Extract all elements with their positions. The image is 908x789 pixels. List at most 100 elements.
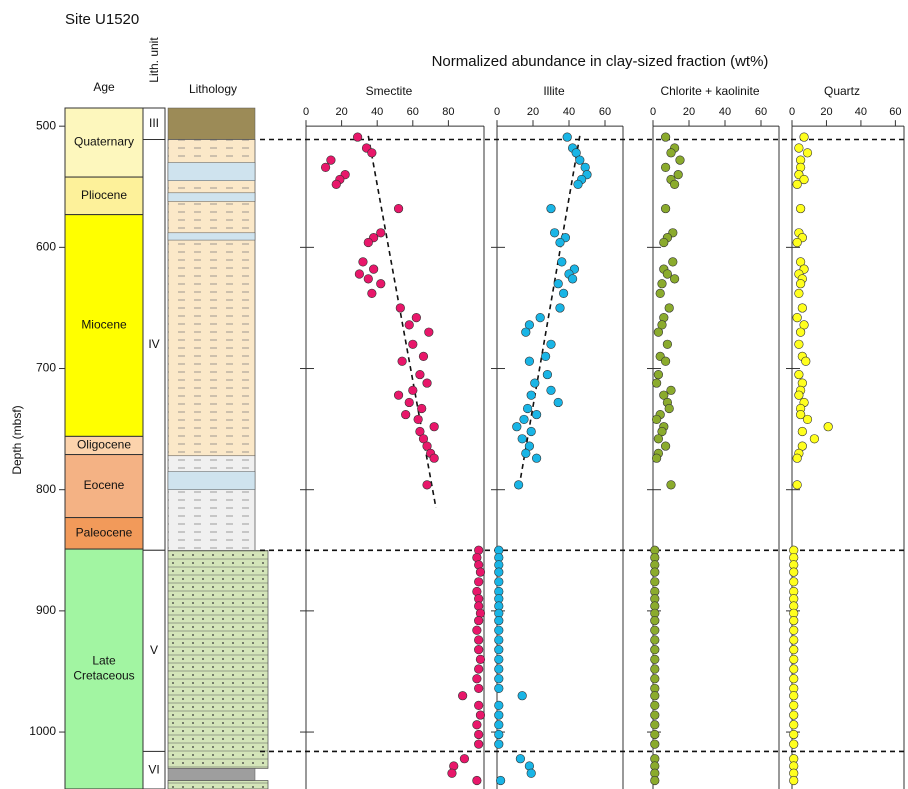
data-point <box>792 453 802 463</box>
data-point <box>408 339 418 349</box>
data-point <box>673 170 683 180</box>
data-point <box>794 288 804 298</box>
age-label: Miocene <box>81 318 127 332</box>
data-point <box>655 288 665 298</box>
data-point <box>796 327 806 337</box>
data-point <box>650 567 660 577</box>
data-point <box>789 577 799 587</box>
x-tick-label: 40 <box>371 106 383 118</box>
data-point <box>521 448 531 458</box>
data-point <box>418 351 429 362</box>
data-point <box>650 739 660 749</box>
data-point <box>512 422 522 432</box>
data-point <box>524 441 535 451</box>
x-tick-label: 0 <box>789 106 795 118</box>
data-point <box>515 754 526 764</box>
data-point <box>447 768 457 778</box>
x-tick-label: 60 <box>889 106 901 118</box>
data-point <box>789 645 799 655</box>
x-tick-label: 60 <box>599 106 611 118</box>
y-tick-label: 1000 <box>29 724 56 738</box>
data-point <box>675 155 685 165</box>
data-point <box>517 691 527 701</box>
x-tick-label: 40 <box>719 106 731 118</box>
data-point <box>353 132 363 142</box>
data-point <box>571 148 581 158</box>
data-point <box>664 303 674 313</box>
data-point <box>789 729 799 740</box>
data-point <box>401 409 411 420</box>
chart-title: Normalized abundance in clay-sized fract… <box>432 53 769 70</box>
data-point <box>650 691 660 701</box>
data-point <box>650 577 660 587</box>
data-point <box>474 700 484 710</box>
data-point <box>802 414 813 425</box>
data-point <box>657 279 667 289</box>
data-point <box>526 390 536 400</box>
data-point <box>524 356 535 366</box>
trend-line <box>367 135 437 509</box>
data-point <box>555 303 565 313</box>
age-label: Eocene <box>84 478 125 492</box>
data-point <box>395 303 405 313</box>
data-point <box>799 132 809 142</box>
data-point <box>662 269 673 279</box>
data-point <box>650 615 660 626</box>
data-point <box>555 237 565 248</box>
data-point <box>567 274 578 284</box>
x-tick-label: 20 <box>527 106 539 118</box>
data-point <box>802 148 813 158</box>
lithology-pattern <box>167 780 269 789</box>
data-point <box>823 422 833 432</box>
data-point <box>660 356 671 366</box>
y-tick-label: 700 <box>36 361 56 375</box>
data-point <box>660 203 671 214</box>
data-point <box>354 269 365 279</box>
lithology-band <box>167 192 256 202</box>
data-point <box>650 720 660 730</box>
data-point <box>789 615 799 626</box>
data-point <box>411 313 421 323</box>
data-point <box>562 132 572 142</box>
data-point <box>376 279 386 289</box>
data-point <box>650 710 660 720</box>
lith-unit-label: V <box>150 643 158 657</box>
site-title: Site U1520 <box>65 11 139 28</box>
data-point <box>809 434 820 444</box>
data-point <box>531 409 542 420</box>
data-point <box>653 369 664 380</box>
data-point <box>535 313 545 323</box>
lith-unit-header: Lith. unit <box>147 37 161 83</box>
data-point <box>376 228 386 238</box>
data-point <box>657 320 667 330</box>
data-point <box>789 720 799 730</box>
data-point <box>546 203 556 214</box>
data-point <box>789 674 799 684</box>
y-tick-label: 900 <box>36 603 56 617</box>
age-band <box>64 548 144 789</box>
x-tick-label: 20 <box>683 106 695 118</box>
data-point <box>796 279 806 289</box>
data-point <box>797 303 807 313</box>
data-point <box>653 434 664 444</box>
data-point <box>526 426 536 437</box>
data-point <box>650 645 660 655</box>
lithology-pattern <box>167 455 256 551</box>
y-axis-title: Depth (mbsf) <box>10 405 24 474</box>
lithology-band <box>167 232 256 241</box>
data-point <box>789 625 799 635</box>
data-point <box>494 729 504 740</box>
data-point <box>519 414 529 425</box>
data-point <box>653 327 664 337</box>
panel-title: Smectite <box>366 84 413 98</box>
age-label: Cretaceous <box>73 669 134 683</box>
data-point <box>650 674 660 684</box>
data-point <box>415 369 425 380</box>
data-point <box>789 664 799 674</box>
x-tick-label: 0 <box>650 106 656 118</box>
data-point <box>794 369 804 380</box>
data-point <box>472 775 482 786</box>
data-point <box>546 339 556 349</box>
data-point <box>792 237 802 248</box>
data-point <box>474 739 484 749</box>
